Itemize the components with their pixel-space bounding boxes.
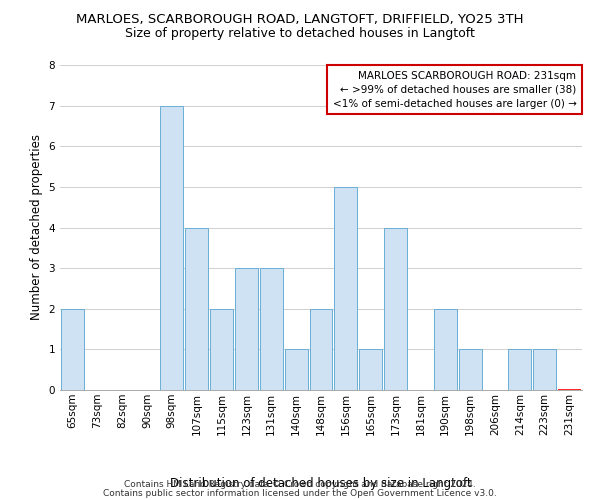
Bar bbox=[334, 187, 357, 390]
Bar bbox=[235, 268, 258, 390]
Bar bbox=[210, 308, 233, 390]
Bar bbox=[384, 228, 407, 390]
Bar bbox=[508, 350, 531, 390]
Text: Contains public sector information licensed under the Open Government Licence v3: Contains public sector information licen… bbox=[103, 489, 497, 498]
Bar bbox=[61, 308, 84, 390]
Y-axis label: Number of detached properties: Number of detached properties bbox=[30, 134, 43, 320]
Text: MARLOES, SCARBOROUGH ROAD, LANGTOFT, DRIFFIELD, YO25 3TH: MARLOES, SCARBOROUGH ROAD, LANGTOFT, DRI… bbox=[76, 12, 524, 26]
Bar bbox=[459, 350, 482, 390]
Text: Contains HM Land Registry data © Crown copyright and database right 2024.: Contains HM Land Registry data © Crown c… bbox=[124, 480, 476, 489]
Bar bbox=[310, 308, 332, 390]
X-axis label: Distribution of detached houses by size in Langtoft: Distribution of detached houses by size … bbox=[170, 476, 472, 490]
Bar bbox=[185, 228, 208, 390]
Bar bbox=[285, 350, 308, 390]
Bar bbox=[260, 268, 283, 390]
Text: MARLOES SCARBOROUGH ROAD: 231sqm
← >99% of detached houses are smaller (38)
<1% : MARLOES SCARBOROUGH ROAD: 231sqm ← >99% … bbox=[332, 70, 577, 108]
Bar bbox=[160, 106, 183, 390]
Bar bbox=[434, 308, 457, 390]
Bar bbox=[359, 350, 382, 390]
Text: Size of property relative to detached houses in Langtoft: Size of property relative to detached ho… bbox=[125, 28, 475, 40]
Bar bbox=[533, 350, 556, 390]
